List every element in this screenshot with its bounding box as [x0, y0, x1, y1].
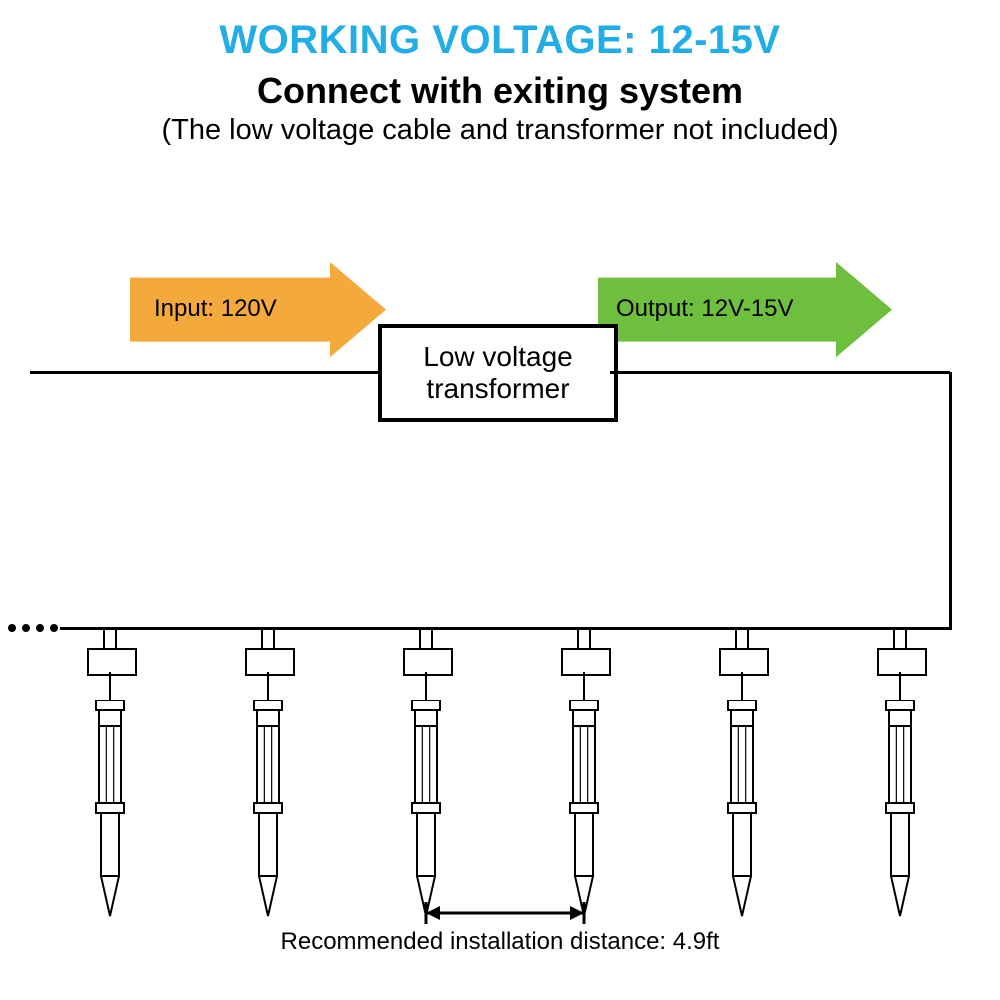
subtitle-line-2: (The low voltage cable and transformer n…	[0, 114, 1000, 147]
stake-light-icon	[88, 700, 132, 940]
transformer-label-2: transformer	[426, 373, 569, 404]
stake-light-icon	[878, 700, 922, 940]
wire-connector	[561, 648, 611, 676]
transformer-box: Low voltage transformer	[378, 324, 618, 422]
wire-connector	[87, 648, 137, 676]
transformer-label-1: Low voltage	[423, 341, 572, 372]
wire-connector	[719, 648, 769, 676]
subtitle-line-1: Connect with exiting system	[0, 70, 1000, 112]
output-arrow-label: Output: 12V-15V	[616, 295, 793, 323]
wire-connector	[877, 648, 927, 676]
stake-light-icon	[720, 700, 764, 940]
distance-caption: Recommended installation distance: 4.9ft	[0, 928, 1000, 956]
input-arrow-label: Input: 120V	[154, 295, 277, 323]
wire-connector	[403, 648, 453, 676]
distance-marker-icon	[406, 898, 604, 928]
stake-light-icon	[246, 700, 290, 940]
page-title: WORKING VOLTAGE: 12-15V	[0, 18, 1000, 63]
wire-connector	[245, 648, 295, 676]
